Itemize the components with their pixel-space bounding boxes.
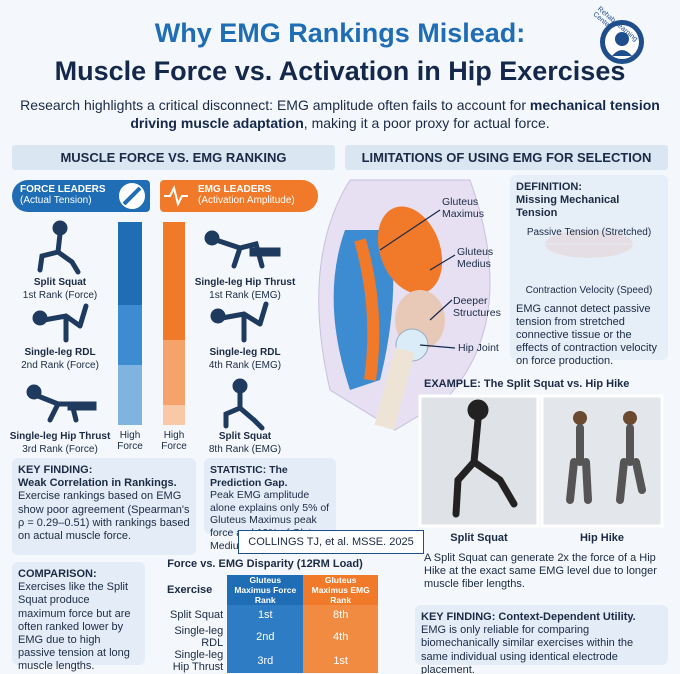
key-finding: KEY FINDING: Context-Dependent Utility. E…: [415, 605, 668, 674]
definition: DEFINITION: Missing Mechanical Tension Pas…: [510, 175, 668, 367]
box-text: EMG is only reliable for comparing biome…: [421, 624, 634, 674]
comparison: COMPARISON: Exercises like the Split Squa…: [12, 562, 145, 672]
section-header: LIMITATIONS OF USING EMG FOR SELECTION: [345, 145, 668, 170]
box-title: KEY FINDING:: [18, 464, 93, 476]
exercise-rank: 1st Rank (Force): [22, 290, 98, 301]
bar-label: High Force: [117, 430, 143, 452]
photo-caption: Split Squat: [450, 532, 508, 544]
logo: [600, 20, 644, 64]
exercise-rank: 2nd Rank (Force): [21, 360, 99, 371]
box-subtitle: Missing Mechanical Tension: [516, 194, 620, 220]
box-text: EMG cannot detect passive tension from s…: [516, 302, 658, 368]
table-header: Gluteus Maximus EMG Rank: [303, 575, 378, 605]
box-title: STATISTIC: The Prediction Gap.: [210, 464, 288, 489]
table-header: Gluteus Maximus Force Rank: [227, 575, 304, 605]
title: Muscle Force vs. Activation in Hip Exerc…: [54, 56, 626, 86]
subtitle-text: , making it a poor proxy for actual forc…: [303, 115, 550, 131]
label: Passive Tension (Stretched): [526, 226, 652, 238]
box-title: DEFINITION:: [516, 181, 582, 193]
table-cell: 1st: [227, 605, 304, 625]
exercise-name: Single-leg Hip Thrust: [194, 277, 296, 288]
exercise-name: Single-leg Hip Thrust: [9, 431, 111, 442]
box-subtitle: Weak Correlation in Rankings.: [18, 477, 177, 490]
table-cell: Single-leg Hip Thrust: [172, 649, 224, 673]
pill-title: FORCE LEADERS: [20, 184, 106, 195]
box-title: COMPARISON:: [18, 568, 97, 580]
exercise-rank: 3rd Rank (Force): [22, 444, 98, 455]
subtitle: Research highlights a critical disconnec…: [20, 96, 660, 132]
table-cell: 2nd: [227, 625, 304, 649]
pill-subtitle: (Actual Tension): [20, 195, 92, 206]
photo-caption: Hip Hike: [579, 532, 624, 544]
table-header: Exercise: [166, 584, 213, 596]
anatomy-label: Gluteus Medius: [457, 246, 494, 270]
exercise-rank: 8th Rank (EMG): [208, 444, 282, 455]
subtitle-text: Research highlights a critical disconnec…: [20, 97, 530, 113]
table-cell: 3rd: [227, 649, 304, 673]
subtitle-bold: mechanical tension driving muscle adapta…: [130, 97, 660, 131]
table-cell: 8th: [303, 605, 378, 625]
section-header: MUSCLE FORCE VS. EMG RANKING: [12, 145, 335, 170]
bar-label: High Force: [161, 430, 187, 452]
statistic: STATISTIC: The Prediction Gap. Peak EMG a…: [204, 458, 336, 552]
citation: COLLINGS TJ, et al. MSSE. 2025: [238, 530, 424, 554]
anatomy-label: Hip Joint: [458, 342, 499, 354]
key-finding: KEY FINDING: Weak Correlation in Rankings…: [12, 458, 196, 555]
table-cell: 1st: [303, 649, 378, 673]
example-title: EXAMPLE: The Split Squat vs. Hip Hike: [424, 378, 630, 390]
example-text: A Split Squat can generate 2x the force …: [424, 552, 657, 591]
pill-title: EMG LEADERS: [198, 184, 272, 195]
anatomy-label: Gluteus Maximus: [442, 196, 485, 220]
table: Exercise Gluteus Maximus Force Rank Gluteu…: [152, 575, 378, 673]
box-title: KEY FINDING: Context-Dependent Utility.: [421, 611, 636, 623]
anatomy-label: Deeper Structures: [453, 295, 501, 319]
exercise-name: Single-leg RDL: [209, 347, 281, 358]
table-cell: Single-leg RDL: [174, 625, 224, 649]
box-text: Exercise rankings based on EMG show poor…: [18, 490, 190, 542]
title: Why EMG Rankings Mislead:: [154, 18, 526, 48]
exercise-rank: 4th Rank (EMG): [208, 360, 282, 371]
exercise-name: Single-leg RDL: [24, 347, 96, 358]
pill-subtitle: (Activation Amplitude): [198, 195, 295, 206]
label: Contraction Velocity (Speed): [525, 284, 653, 296]
table-cell: Split Squat: [170, 609, 224, 621]
table-cell: 4th: [303, 625, 378, 649]
exercise-rank: 1st Rank (EMG): [209, 290, 281, 301]
box-text: Exercises like the Split Squat produce m…: [18, 581, 131, 673]
exercise-name: Split Squat: [33, 277, 87, 288]
table-title: Force vs. EMG Disparity (12RM Load): [167, 558, 363, 570]
exercise-name: Split Squat: [218, 431, 272, 442]
